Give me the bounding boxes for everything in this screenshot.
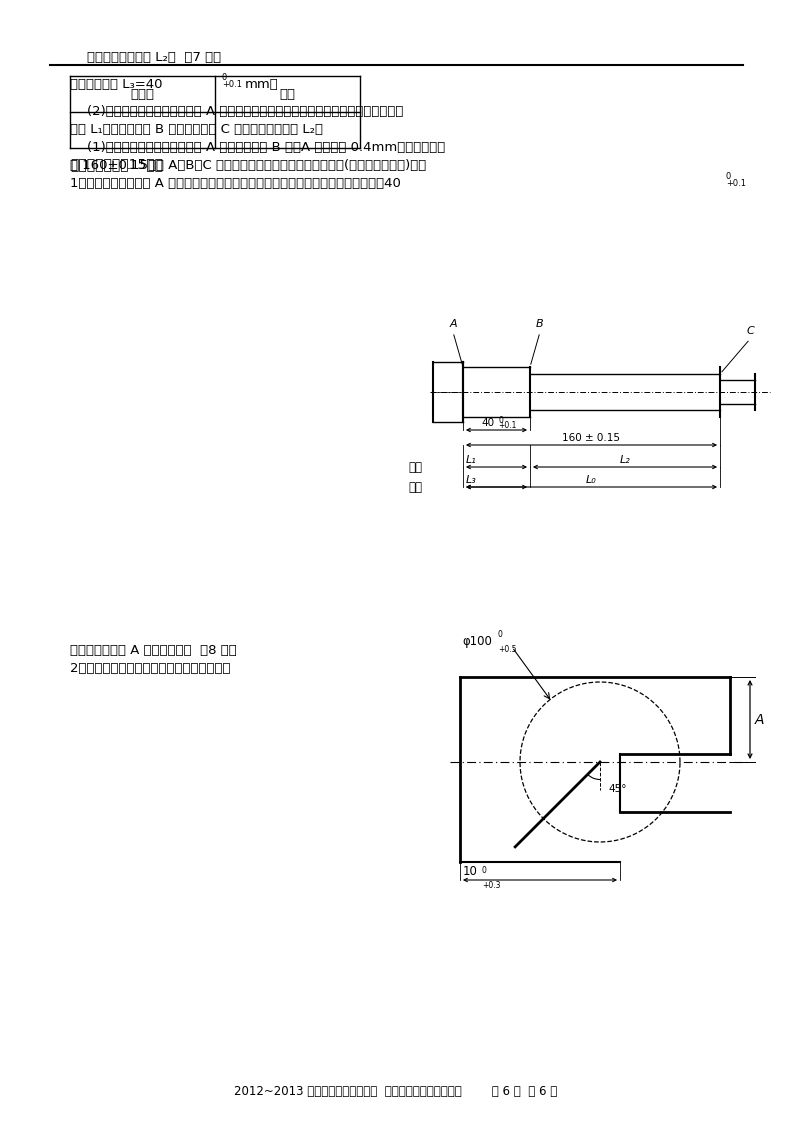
Text: B: B: [536, 319, 544, 329]
Text: C: C: [746, 327, 754, 335]
Text: 0: 0: [482, 866, 487, 875]
Text: +0.3: +0.3: [482, 881, 500, 890]
Text: +0.5: +0.5: [498, 645, 516, 654]
Text: 10: 10: [463, 865, 478, 879]
Text: +0.1: +0.1: [726, 180, 746, 188]
Text: 1．如图所示的阶梯轴 A 面是轴向的主要设计基准，直接从它标注的有两个设计尺寸：40: 1．如图所示的阶梯轴 A 面是轴向的主要设计基准，直接从它标注的有两个设计尺寸：…: [70, 177, 401, 191]
Text: 六、计算题（入15分）: 六、计算题（入15分）: [70, 157, 163, 171]
Text: A: A: [449, 319, 457, 329]
Text: (2)在热处理后的磨削工序中对 A 面进行磨削，磨削时所直接控制的是公差较严的一个: (2)在热处理后的磨削工序中对 A 面进行磨削，磨削时所直接控制的是公差较严的一…: [70, 105, 404, 118]
Text: 160 ± 0.15: 160 ± 0.15: [562, 433, 620, 443]
Text: 车削: 车削: [408, 460, 422, 473]
Text: 0: 0: [222, 73, 228, 82]
Text: 所示，试求尺寸 A 的定位误差。  （8 分）: 所示，试求尺寸 A 的定位误差。 （8 分）: [70, 644, 237, 657]
Text: 0: 0: [498, 629, 503, 640]
Text: L₃: L₃: [466, 475, 477, 485]
Text: +0.1: +0.1: [222, 81, 242, 90]
Text: 0: 0: [499, 415, 504, 424]
Text: 2012~2013 学年第一学期期终考试  《机械制造工艺学》试卷        第 6 页  共 6 页: 2012~2013 学年第一学期期终考试 《机械制造工艺学》试卷 第 6 页 共…: [235, 1085, 557, 1098]
Text: 磨削: 磨削: [408, 480, 422, 494]
Text: 45°: 45°: [608, 784, 626, 794]
Text: 及 160±0.15，与 A、B、C 三个端面加工有关的工序和工序尺寸(示于零件的下方)是：: 及 160±0.15，与 A、B、C 三个端面加工有关的工序和工序尺寸(示于零件…: [70, 159, 427, 173]
Text: 评卷人: 评卷人: [131, 88, 155, 101]
Text: φ100: φ100: [462, 635, 492, 649]
Text: +0.1: +0.1: [499, 421, 517, 430]
Text: 0: 0: [726, 173, 731, 182]
Text: 40: 40: [481, 419, 495, 427]
Text: 试求车削工序尺寸 L₂。  （7 分）: 试求车削工序尺寸 L₂。 （7 分）: [70, 52, 221, 64]
Text: 得分: 得分: [279, 88, 296, 101]
Text: L₂: L₂: [619, 456, 630, 465]
Text: L₁: L₁: [466, 456, 477, 465]
Text: mm。: mm。: [245, 79, 279, 91]
Text: 设计尺寸，即 L₃=40: 设计尺寸，即 L₃=40: [70, 79, 163, 91]
Text: 尺寸 L₁，以精车过的 B 面为基准精车 C 面，保证工序尺寸 L₂。: 尺寸 L₁，以精车过的 B 面为基准精车 C 面，保证工序尺寸 L₂。: [70, 123, 323, 136]
Text: 2．在轴上铳一平面，工件的定位方案如下图: 2．在轴上铳一平面，工件的定位方案如下图: [70, 662, 231, 675]
Text: A: A: [755, 712, 764, 727]
Text: L₀: L₀: [586, 475, 597, 485]
Text: (1)在车削工序中，以精车过的 A 面为基准精车 B 面（A 面留余量 0.4mm），保证工序: (1)在车削工序中，以精车过的 A 面为基准精车 B 面（A 面留余量 0.4m…: [70, 141, 445, 155]
